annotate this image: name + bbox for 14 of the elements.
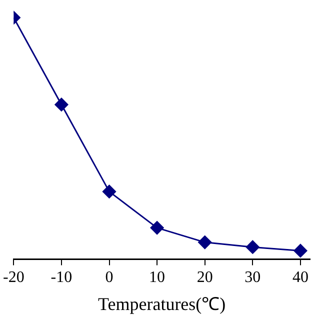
x-tick-label: 30 [244, 269, 261, 286]
x-tick-label: 10 [149, 269, 166, 286]
point [246, 240, 260, 254]
x-tick-label: 40 [292, 269, 308, 286]
x-tick-label: 20 [196, 269, 213, 286]
x-tick-label: -20 [3, 269, 24, 286]
point [198, 236, 212, 250]
point [150, 221, 164, 235]
x-axis-title: Temperatures(℃) [98, 294, 226, 314]
x-tick-label: -10 [50, 269, 72, 286]
point [54, 98, 68, 112]
x-tick-label: 0 [105, 269, 114, 286]
point [294, 244, 308, 258]
point [102, 184, 116, 198]
